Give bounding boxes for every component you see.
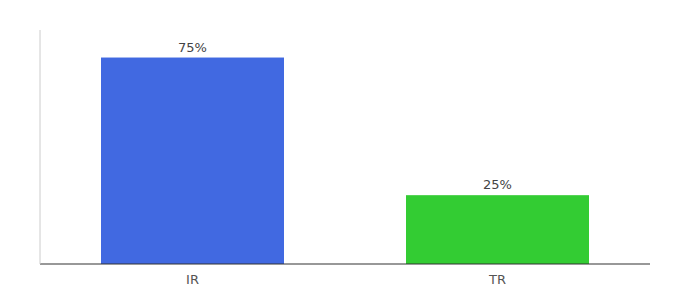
x-axis-line (40, 263, 650, 264)
chart-svg: IR TR 75% 25% (0, 0, 680, 300)
y-axis-line (40, 30, 41, 264)
chart-container: IR TR 75% 25% (0, 0, 680, 300)
bar (406, 195, 589, 264)
x-tick-label: TR (488, 272, 506, 287)
bar (101, 58, 284, 264)
data-label: 25% (483, 177, 512, 192)
bars (101, 58, 589, 264)
data-label: 75% (178, 40, 207, 55)
x-tick-label: IR (186, 272, 199, 287)
